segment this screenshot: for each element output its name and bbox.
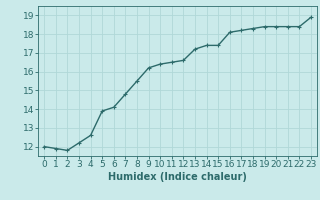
X-axis label: Humidex (Indice chaleur): Humidex (Indice chaleur) — [108, 172, 247, 182]
